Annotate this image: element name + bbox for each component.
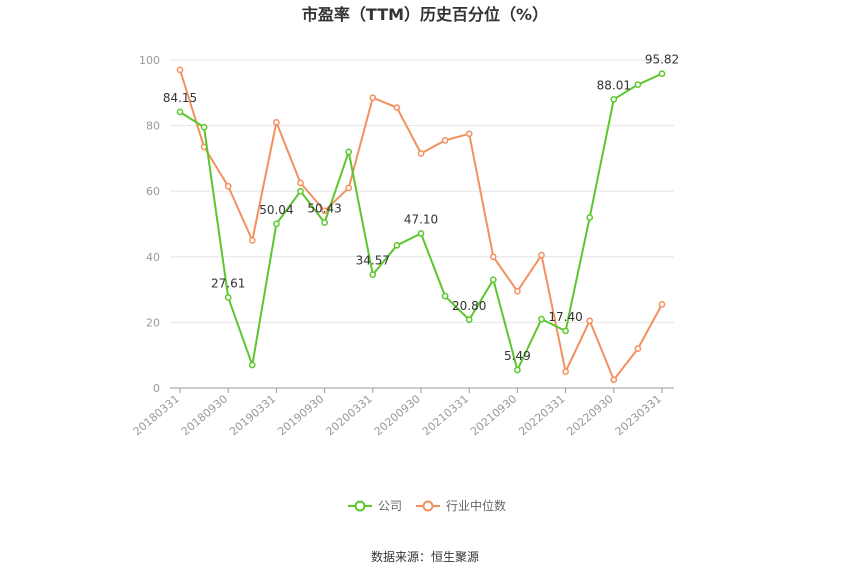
x-tick-label: 20210930 [468,392,519,438]
data-point [176,108,184,116]
grid-lines [170,59,674,323]
data-label: 20.80 [452,299,486,313]
data-point [248,237,256,244]
data-point [610,95,618,103]
data-label: 47.10 [404,213,438,227]
x-tick-label: 20200331 [323,392,374,438]
data-label: 95.82 [645,53,679,67]
data-point [441,137,449,144]
y-tick-label: 100 [139,54,160,67]
data-point [321,219,328,226]
data-label: 34.57 [356,254,390,268]
data-point [514,287,521,295]
data-label: 84.15 [163,91,197,105]
y-tick-label: 20 [146,316,160,329]
data-point [586,214,594,221]
chart-title: 市盈率（TTM）历史百分位（%） [302,5,548,24]
legend[interactable]: 公司 行业中位数 [348,498,506,513]
data-point [393,104,401,111]
data-point [417,230,425,237]
data-point [369,271,377,278]
data-point [224,182,232,190]
x-tick-label: 20190331 [227,392,278,438]
data-point [321,207,328,215]
x-tick-label: 20180331 [131,392,182,438]
y-tick-label: 80 [146,120,160,133]
x-tick-label: 20200930 [372,392,423,438]
data-point [273,220,280,228]
y-tick-label: 0 [153,382,160,395]
data-point [465,130,473,138]
x-axis: 2018033120180930201903312019093020200331… [131,387,674,438]
y-tick-label: 60 [146,185,160,198]
data-point [393,241,401,249]
data-point [586,317,594,325]
data-labels: 84.15 27.61 50.04 50.43 34.57 47.10 20.80 5.49 1… [163,53,679,363]
data-point [248,361,256,369]
data-point [441,292,449,300]
x-tick-label: 20220930 [564,392,615,438]
data-point [538,251,545,259]
series-group [176,66,666,384]
legend-item-1[interactable]: 行业中位数 [416,498,506,513]
data-point [538,315,545,323]
data-point [417,150,425,157]
data-point [489,276,497,284]
data-label: 27.61 [211,276,245,290]
x-tick-label: 20190930 [275,392,326,438]
legend-label: 公司 [378,499,402,513]
data-point [489,253,497,261]
data-point [273,118,280,126]
data-source: 数据来源：恒生聚源 [371,549,479,564]
data-label: 17.40 [548,310,582,324]
y-axis: 0 20 40 60 80 100 [139,54,160,395]
legend-swatch-marker [354,500,366,512]
data-label: 5.49 [504,349,531,363]
data-point [634,81,642,88]
data-point [369,94,377,102]
legend-item-0[interactable]: 公司 [348,499,402,513]
data-label: 50.43 [307,202,341,216]
data-point [562,327,569,335]
y-tick-label: 40 [146,251,160,264]
data-point [176,66,184,74]
data-point [658,301,666,308]
data-point [345,184,353,192]
data-point [465,316,473,324]
data-point [297,179,304,187]
legend-swatch-marker [422,500,434,512]
data-point [514,366,521,374]
x-tick-label: 20210331 [420,392,471,438]
data-point [658,70,666,78]
x-tick-label: 20230331 [613,392,664,438]
data-label: 50.04 [259,203,293,217]
data-point [345,148,353,156]
data-point [297,187,304,195]
data-point [224,294,232,301]
data-point [634,345,642,352]
data-label: 88.01 [597,78,631,92]
x-tick-label: 20220331 [516,392,567,438]
data-point [610,376,618,384]
data-point [562,368,569,375]
x-tick-label: 20180930 [179,392,230,438]
data-point [200,123,208,131]
legend-label: 行业中位数 [446,498,506,513]
